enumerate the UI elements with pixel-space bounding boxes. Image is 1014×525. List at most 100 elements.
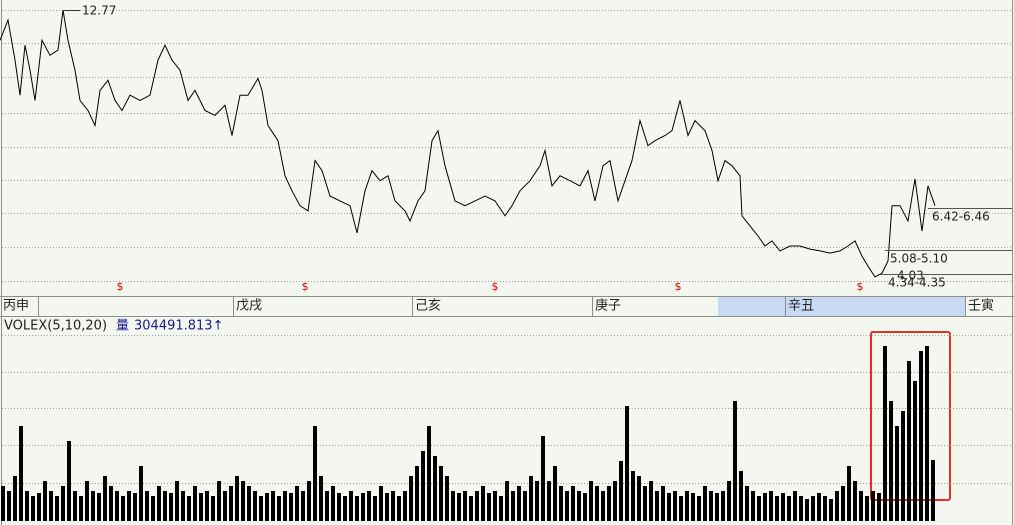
volume-bar xyxy=(739,471,743,521)
volume-bar xyxy=(709,491,713,521)
price-annotation: 5.08-5.10 xyxy=(890,252,948,266)
volume-bar xyxy=(301,491,305,521)
volume-bar xyxy=(763,493,767,521)
x-tick-label: 壬寅 xyxy=(968,298,994,314)
volume-bar xyxy=(823,496,827,521)
volume-bar xyxy=(103,476,107,521)
volume-bar xyxy=(619,461,623,521)
volume-bar xyxy=(907,361,911,521)
volume-bar xyxy=(337,493,341,521)
volume-bar xyxy=(385,493,389,521)
volume-bar xyxy=(649,481,653,521)
volume-bar xyxy=(367,491,371,521)
dividend-marker: $ xyxy=(492,280,499,293)
volume-bar xyxy=(673,491,677,521)
volume-bar xyxy=(19,426,23,521)
volume-bar xyxy=(463,491,467,521)
volume-bar xyxy=(43,481,47,521)
volume-bar xyxy=(247,486,251,521)
volume-bar xyxy=(667,493,671,521)
volume-bar xyxy=(313,426,317,521)
volume-bar xyxy=(229,486,233,521)
volume-bar xyxy=(439,466,443,521)
volume-bar xyxy=(745,486,749,521)
volume-bar xyxy=(181,491,185,521)
volume-bar xyxy=(115,491,119,521)
volume-bar xyxy=(91,491,95,521)
volume-bar xyxy=(883,346,887,521)
volume-bar xyxy=(781,493,785,521)
volume-bar xyxy=(637,476,641,521)
volume-bar xyxy=(925,346,929,521)
indicator-name: 量 xyxy=(116,319,129,334)
volume-bar xyxy=(895,426,899,521)
volume-bar xyxy=(25,491,29,521)
volume-bar xyxy=(1,486,5,521)
volume-bar xyxy=(211,496,215,521)
volume-bar xyxy=(523,491,527,521)
x-tick-label: 庚子 xyxy=(595,298,621,314)
volume-bar xyxy=(535,481,539,521)
selected-period xyxy=(718,297,965,316)
volume-bar xyxy=(133,493,137,521)
volume-bar xyxy=(349,491,353,521)
volume-bar xyxy=(889,401,893,521)
volume-bar xyxy=(901,411,905,521)
volume-bar xyxy=(7,491,11,521)
volume-bar xyxy=(289,493,293,521)
volume-bar xyxy=(205,491,209,521)
x-tick-label: 丙申 xyxy=(3,299,29,314)
volume-bar xyxy=(835,491,839,521)
volume-bar xyxy=(721,491,725,521)
volume-bar xyxy=(157,486,161,521)
volume-bar xyxy=(685,491,689,521)
volume-bar xyxy=(691,493,695,521)
volume-bar xyxy=(811,496,815,521)
volume-bar xyxy=(847,466,851,521)
volume-bar xyxy=(475,491,479,521)
volume-bar xyxy=(775,496,779,521)
volume-bar xyxy=(547,481,551,521)
volume-bar xyxy=(415,466,419,521)
volume-bar xyxy=(259,496,263,521)
x-tick-label: 戊戌 xyxy=(236,299,262,314)
volume-bar xyxy=(361,493,365,521)
volume-bar xyxy=(595,486,599,521)
volume-bar xyxy=(541,436,545,521)
volume-bar xyxy=(253,491,257,521)
volume-bar xyxy=(223,491,227,521)
volume-bar xyxy=(583,493,587,521)
volume-bar xyxy=(715,493,719,521)
volume-bar xyxy=(511,491,515,521)
volume-bar xyxy=(97,493,101,521)
volume-bar xyxy=(175,481,179,521)
volume-bar xyxy=(325,491,329,521)
volume-bar xyxy=(469,496,473,521)
volume-bar xyxy=(679,496,683,521)
volume-bar xyxy=(601,491,605,521)
volume-bar xyxy=(79,496,83,521)
volume-bar xyxy=(817,493,821,521)
volume-bar xyxy=(283,491,287,521)
volume-bar xyxy=(31,496,35,521)
volume-bar xyxy=(565,491,569,521)
volume-bar xyxy=(787,496,791,521)
volume-bar xyxy=(571,486,575,521)
volume-bar xyxy=(343,496,347,521)
x-tick-label: 己亥 xyxy=(415,299,441,314)
volume-bar xyxy=(829,499,833,521)
volume-bar xyxy=(877,493,881,521)
volume-bar xyxy=(913,381,917,521)
volume-bar xyxy=(841,486,845,521)
dividend-marker: $ xyxy=(857,280,864,293)
volume-bar xyxy=(751,491,755,521)
volume-bar xyxy=(517,486,521,521)
volume-bar xyxy=(295,486,299,521)
volume-bar xyxy=(481,486,485,521)
volume-bar xyxy=(151,496,155,521)
volume-bar xyxy=(553,466,557,521)
volume-bar xyxy=(427,426,431,521)
volume-bar xyxy=(139,466,143,521)
volume-bar xyxy=(37,493,41,521)
